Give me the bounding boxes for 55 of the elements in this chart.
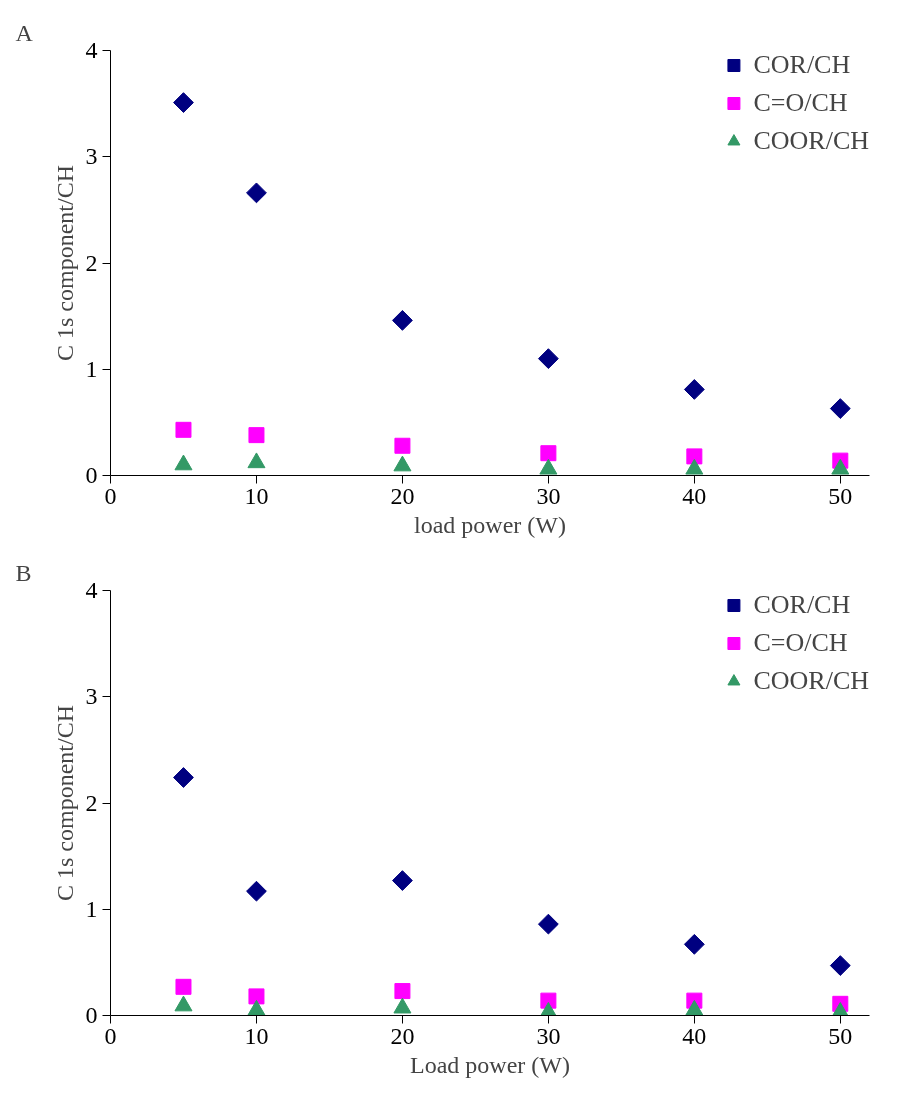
chart-title: B bbox=[15, 559, 32, 586]
point bbox=[686, 448, 703, 465]
x-tick-label: 50 bbox=[828, 482, 853, 509]
y-tick-label: 3 bbox=[85, 143, 98, 170]
point bbox=[247, 452, 266, 469]
x-tick-label: 20 bbox=[390, 482, 415, 509]
point bbox=[537, 348, 559, 370]
x-tick-label: 0 bbox=[104, 1022, 117, 1049]
y-tick-label: 4 bbox=[85, 577, 98, 603]
point bbox=[246, 182, 267, 204]
point bbox=[537, 913, 559, 935]
point bbox=[829, 398, 851, 419]
x-tick-label: 10 bbox=[244, 482, 269, 509]
y-axis-title: C 1s component/CH bbox=[51, 705, 78, 901]
y-tick-label: 2 bbox=[85, 249, 98, 276]
point bbox=[248, 427, 265, 444]
chart-title: A bbox=[15, 19, 34, 46]
y-axis-title: C 1s component/CH bbox=[51, 165, 78, 361]
y-tick-label: 1 bbox=[85, 895, 98, 922]
x-tick-label: 40 bbox=[682, 482, 707, 509]
y-tick-label: 0 bbox=[85, 1002, 98, 1028]
legend-label: COR/CH bbox=[753, 590, 851, 620]
x-tick-label: 0 bbox=[104, 482, 117, 509]
legend-label: C=O/CH bbox=[753, 88, 848, 118]
point bbox=[829, 955, 851, 976]
y-tick-label: 1 bbox=[85, 355, 98, 382]
y-tick-label: 4 bbox=[85, 37, 98, 63]
x-tick-label: 20 bbox=[390, 1022, 415, 1049]
point bbox=[392, 870, 413, 891]
point bbox=[683, 933, 705, 955]
point bbox=[248, 988, 265, 1005]
legend-label: COOR/CH bbox=[753, 666, 869, 696]
y-tick-label: 3 bbox=[85, 683, 98, 710]
legend-label: COOR/CH bbox=[753, 126, 869, 156]
x-tick-label: 30 bbox=[536, 482, 561, 509]
point bbox=[173, 767, 194, 788]
y-tick-label: 2 bbox=[85, 789, 98, 816]
x-tick-label: 30 bbox=[536, 1022, 561, 1049]
point bbox=[392, 309, 413, 331]
x-axis-title: Load power (W) bbox=[410, 1051, 570, 1078]
legend-label: C=O/CH bbox=[753, 628, 848, 658]
point bbox=[683, 379, 705, 400]
point bbox=[394, 983, 411, 1000]
x-tick-label: 50 bbox=[828, 1022, 853, 1049]
x-tick-label: 10 bbox=[244, 1022, 269, 1049]
point bbox=[173, 92, 194, 113]
x-tick-label: 40 bbox=[682, 1022, 707, 1049]
point bbox=[175, 421, 192, 438]
point bbox=[175, 978, 192, 995]
x-axis-title: load power (W) bbox=[414, 511, 566, 538]
point bbox=[394, 437, 411, 454]
point bbox=[540, 445, 557, 462]
point bbox=[246, 880, 267, 902]
legend-label: COR/CH bbox=[753, 50, 851, 80]
y-tick-label: 0 bbox=[85, 462, 98, 488]
